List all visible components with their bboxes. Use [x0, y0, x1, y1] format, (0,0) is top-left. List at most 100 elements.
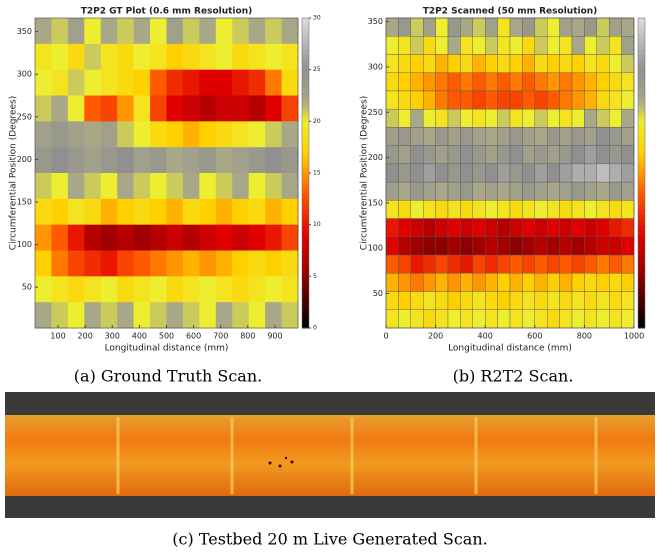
- cell: [386, 54, 398, 72]
- cell: [560, 54, 572, 72]
- cell: [460, 127, 472, 145]
- cell: [485, 200, 497, 218]
- cell: [448, 73, 460, 91]
- cell: [473, 109, 485, 127]
- cell: [199, 18, 216, 44]
- cell: [117, 302, 134, 328]
- colorbar-segment: [302, 318, 309, 324]
- colorbar-segment: [302, 307, 309, 313]
- cell: [68, 251, 85, 277]
- cell: [411, 273, 423, 291]
- cell: [622, 200, 634, 218]
- cell: [560, 109, 572, 127]
- colorbar-segment: [302, 121, 309, 127]
- cell: [386, 91, 398, 109]
- cell: [622, 18, 634, 36]
- cell: [386, 18, 398, 36]
- colorbar-segment: [302, 297, 309, 303]
- cell: [398, 273, 410, 291]
- cell: [572, 36, 584, 54]
- cell: [249, 18, 266, 44]
- cell: [535, 292, 547, 310]
- cell: [101, 121, 118, 147]
- cell: [265, 70, 282, 96]
- colorbar-segment: [638, 323, 645, 329]
- colorbar-segment: [638, 116, 645, 122]
- cell: [150, 225, 167, 251]
- colorbar-segment: [638, 147, 645, 153]
- cell: [199, 173, 216, 199]
- cell: [597, 36, 609, 54]
- cell: [522, 310, 534, 328]
- cell: [101, 199, 118, 225]
- cell: [460, 164, 472, 182]
- cell: [572, 91, 584, 109]
- cell: [560, 237, 572, 255]
- cell: [448, 54, 460, 72]
- colorbar-segment: [302, 137, 309, 143]
- cell: [572, 310, 584, 328]
- cell: [436, 164, 448, 182]
- colorbar-segment: [302, 199, 309, 205]
- cell: [411, 73, 423, 91]
- chart-title: T2P2 GT Plot (0.6 mm Resolution): [81, 7, 252, 17]
- cell: [498, 200, 510, 218]
- cell: [584, 54, 596, 72]
- colorbar-segment: [638, 75, 645, 81]
- colorbar-segment: [302, 39, 309, 45]
- cell: [535, 310, 547, 328]
- cell: [398, 109, 410, 127]
- x-tick-label: 200: [78, 332, 93, 341]
- cell: [84, 302, 101, 328]
- cell: [510, 73, 522, 91]
- colorbar-segment: [302, 245, 309, 251]
- cell: [436, 109, 448, 127]
- cell: [572, 54, 584, 72]
- colorbar-segment: [302, 142, 309, 148]
- cell: [560, 73, 572, 91]
- cell: [485, 310, 497, 328]
- cell: [51, 121, 68, 147]
- cell: [498, 73, 510, 91]
- cell: [522, 200, 534, 218]
- cell: [232, 44, 249, 70]
- cell: [183, 302, 200, 328]
- colorbar-segment: [638, 121, 645, 127]
- colorbar-segment: [638, 163, 645, 169]
- colorbar-segment: [302, 251, 309, 257]
- cell: [535, 237, 547, 255]
- caption: (a) Ground Truth Scan.: [74, 367, 262, 386]
- cell: [572, 182, 584, 200]
- cell: [535, 164, 547, 182]
- colorbar-tick-label: 30: [313, 15, 321, 22]
- colorbar-segment: [302, 18, 309, 24]
- cell: [485, 109, 497, 127]
- cell: [622, 292, 634, 310]
- cell: [249, 173, 266, 199]
- cell: [522, 219, 534, 237]
- cell: [535, 255, 547, 273]
- cell: [134, 44, 151, 70]
- cell: [622, 91, 634, 109]
- cell: [282, 251, 299, 277]
- colorbar-segment: [302, 204, 309, 210]
- cell: [199, 251, 216, 277]
- cell: [265, 302, 282, 328]
- cell: [101, 276, 118, 302]
- cell: [584, 18, 596, 36]
- colorbar-segment: [638, 49, 645, 55]
- colorbar-segment: [638, 230, 645, 236]
- x-tick-label: 1000: [624, 332, 644, 341]
- cell: [51, 18, 68, 44]
- cell: [436, 18, 448, 36]
- cell: [560, 273, 572, 291]
- y-tick-label: 300: [17, 70, 32, 79]
- cell: [51, 199, 68, 225]
- cell: [572, 164, 584, 182]
- y-tick-label: 250: [368, 108, 383, 117]
- cell: [572, 200, 584, 218]
- caption: (c) Testbed 20 m Live Generated Scan.: [172, 530, 487, 549]
- cell: [84, 44, 101, 70]
- cell: [498, 219, 510, 237]
- cell: [249, 276, 266, 302]
